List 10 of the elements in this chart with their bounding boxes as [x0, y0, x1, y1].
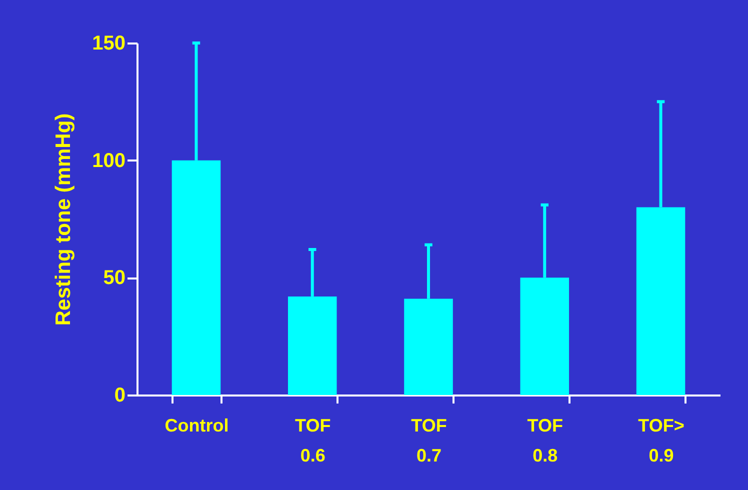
x-tick-label: TOF> 0.9	[638, 416, 684, 466]
y-tick-label: 150	[92, 32, 126, 54]
y-tick-label: 100	[92, 150, 126, 172]
x-tick-label: TOF 0.7	[411, 416, 447, 466]
x-tick-label: Control	[164, 416, 229, 436]
y-axis-title: Resting tone (mmHg)	[52, 113, 76, 326]
y-tick-label: 0	[114, 384, 126, 406]
y-tick-label: 50	[103, 267, 126, 290]
x-tick-label: TOF 0.8	[527, 416, 563, 466]
x-tick-label: TOF 0.6	[295, 416, 331, 466]
